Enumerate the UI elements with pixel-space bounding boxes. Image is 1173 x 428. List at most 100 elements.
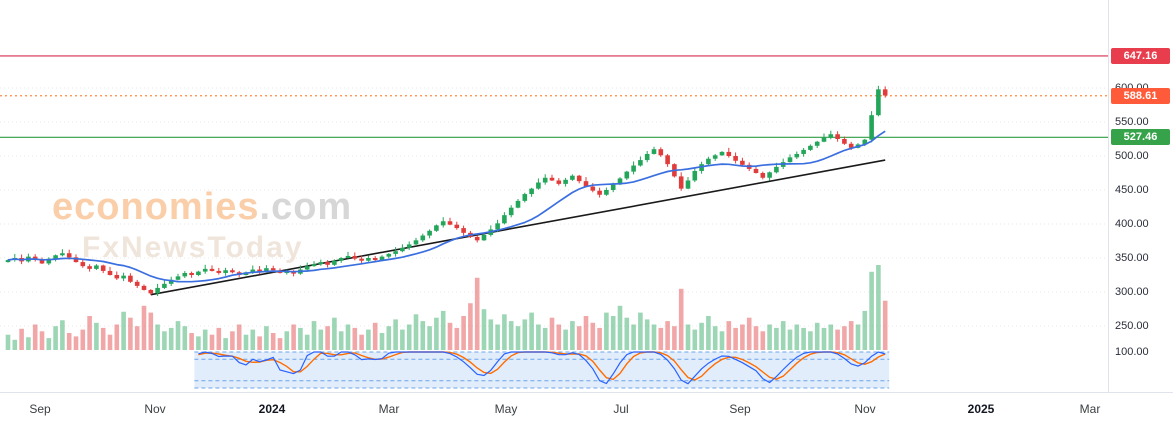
volume-bar — [209, 334, 215, 350]
volume-bar — [298, 327, 303, 350]
price-axis-label: 400.00 — [1115, 218, 1149, 230]
candle-body — [372, 258, 378, 261]
volume-bar — [216, 327, 222, 350]
volume-bar — [107, 334, 113, 350]
volume-bar — [760, 331, 766, 350]
volume-bar — [570, 321, 575, 350]
candle-body — [427, 230, 432, 236]
candle-body — [366, 258, 371, 261]
volume-bar — [461, 316, 466, 350]
candle-body — [413, 240, 419, 245]
volume-bar — [502, 314, 507, 350]
volume-bar — [12, 339, 18, 350]
price-level-badge: 527.46 — [1111, 129, 1170, 146]
volume-bar — [168, 327, 174, 350]
volume-bar — [706, 316, 711, 350]
volume-bar — [536, 324, 541, 350]
candle-body — [862, 139, 868, 145]
candle-body — [162, 283, 167, 288]
volume-bar — [474, 277, 480, 350]
candle-body — [270, 268, 276, 271]
time-axis-label: Mar — [1079, 402, 1101, 416]
volume-bar — [638, 312, 643, 350]
candle-body — [318, 262, 324, 265]
volume-bar — [495, 324, 500, 350]
candle-body — [128, 275, 133, 282]
volume-bar — [828, 324, 834, 350]
volume-bar — [94, 322, 99, 350]
candle-body — [495, 223, 500, 230]
volume-bar — [468, 303, 473, 350]
candle-body — [787, 157, 793, 163]
candle-body — [644, 153, 650, 161]
volume-bar — [141, 305, 147, 350]
level-lines — [0, 55, 1108, 138]
volume-bar — [202, 329, 208, 350]
candle-body — [522, 194, 528, 201]
volume-bar — [808, 331, 813, 350]
candle-body — [121, 275, 126, 279]
candlestick-chart-svg[interactable] — [0, 0, 1108, 392]
volume-bar — [19, 328, 24, 350]
candle-body — [658, 149, 664, 156]
volume-bar — [32, 324, 38, 350]
candle-body — [869, 115, 874, 140]
volume-bar — [332, 317, 337, 350]
volume-bar — [175, 321, 181, 350]
volume-bar — [189, 333, 194, 350]
volume-bar — [236, 324, 242, 350]
candle-body — [835, 134, 840, 139]
candle-body — [202, 268, 208, 272]
volume-bar — [590, 322, 596, 350]
candlestick-series — [5, 85, 888, 297]
time-axis-label: Sep — [29, 402, 51, 416]
price-axis-label: 250.00 — [1115, 320, 1149, 332]
price-scale[interactable]: 600.00550.00500.00450.00400.00350.00300.… — [1108, 0, 1173, 392]
candle-body — [53, 255, 58, 259]
time-axis-label: May — [494, 402, 518, 416]
volume-bar — [665, 321, 670, 350]
candle-body — [359, 258, 364, 261]
candle-body — [420, 235, 426, 241]
volume-bar — [753, 326, 759, 350]
candle-body — [352, 255, 358, 259]
candle-body — [590, 186, 596, 191]
volume-bar — [100, 327, 106, 350]
candle-body — [257, 269, 262, 272]
volume-bar — [522, 319, 528, 350]
time-axis-label: Jul — [613, 402, 629, 416]
candle-body — [114, 275, 120, 279]
candle-body — [393, 251, 398, 254]
volume-bar — [719, 331, 725, 350]
candle-body — [250, 269, 256, 273]
volume-bar — [393, 319, 398, 350]
candle-body — [631, 165, 636, 172]
candle-body — [740, 160, 745, 165]
candle-body — [529, 188, 534, 195]
candle-body — [189, 272, 194, 275]
volume-bar — [26, 337, 31, 350]
time-axis-label: Nov — [144, 402, 166, 416]
volume-bar — [114, 324, 120, 350]
candle-body — [604, 190, 609, 195]
volume-bar — [787, 329, 793, 350]
candle-body — [148, 289, 154, 294]
candle-body — [536, 182, 541, 189]
volume-bar — [87, 316, 92, 350]
volume-bar — [345, 324, 351, 350]
candle-body — [100, 265, 106, 271]
candle-body — [46, 258, 52, 264]
candle-body — [706, 158, 711, 165]
volume-bar — [257, 336, 262, 350]
candle-body — [767, 172, 772, 178]
candle-body — [774, 166, 779, 173]
volume-bar — [780, 321, 786, 350]
price-axis-label: 300.00 — [1115, 286, 1149, 298]
volume-bar — [406, 324, 412, 350]
time-scale[interactable]: Sep Nov 2024 Mar May Jul Sep Nov 2025 Mar — [0, 392, 1173, 428]
candle-body — [461, 228, 466, 233]
chart-plot-area[interactable] — [0, 0, 1108, 392]
candle-body — [196, 271, 201, 275]
candle-body — [73, 257, 79, 263]
